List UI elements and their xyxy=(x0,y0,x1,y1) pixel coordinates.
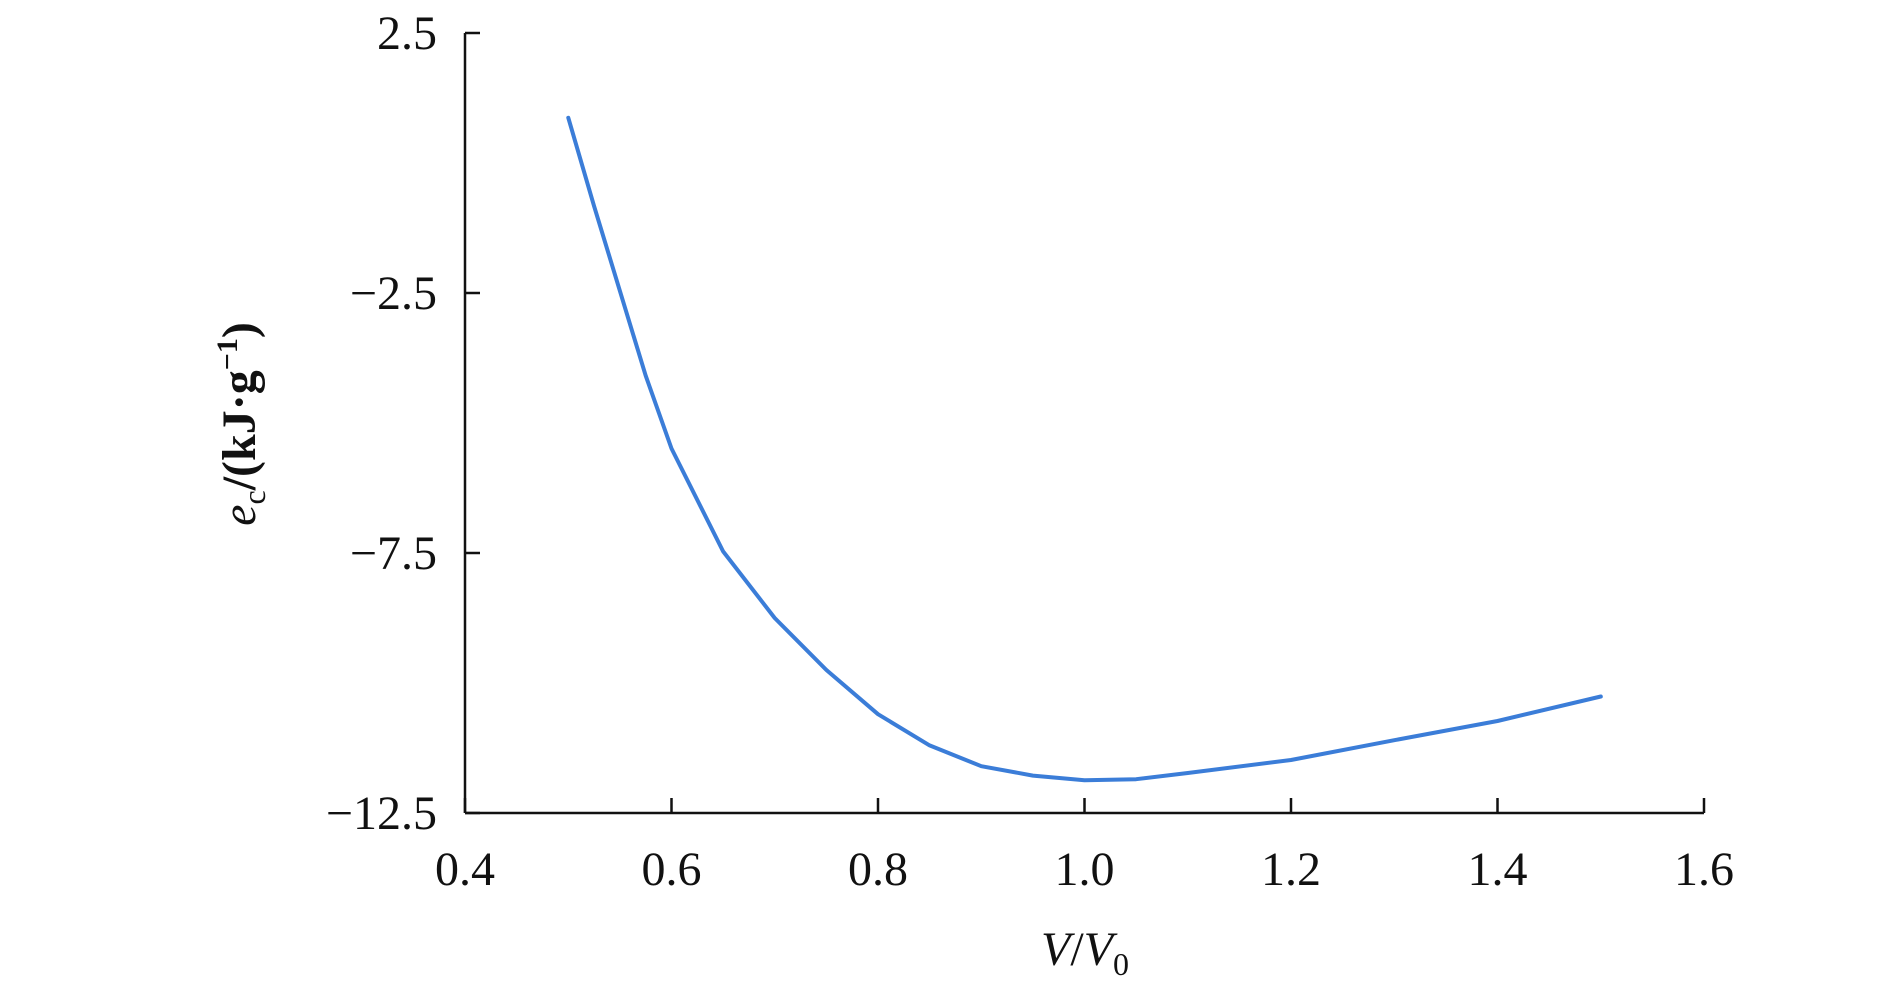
y-tick-label: −12.5 xyxy=(326,787,437,840)
x-tick-label: 0.6 xyxy=(642,843,702,896)
x-tick-label: 1.4 xyxy=(1468,843,1528,896)
x-tick-label: 0.8 xyxy=(848,843,908,896)
y-tick-label: −7.5 xyxy=(350,527,437,580)
y-tick-label: 2.5 xyxy=(377,7,437,60)
y-label-part: /(kJ·g xyxy=(213,370,266,491)
x-label-part: / xyxy=(1070,923,1084,976)
x-tick-label: 1.2 xyxy=(1261,843,1321,896)
y-label-part: ) xyxy=(213,322,266,338)
data-line xyxy=(566,115,1603,783)
y-label-part: e xyxy=(213,505,266,526)
x-tick-label: 1.0 xyxy=(1055,843,1115,896)
y-label-part: −1 xyxy=(211,338,244,370)
y-label-part: c xyxy=(236,490,272,504)
x-axis-label: V/V0 xyxy=(1041,923,1129,982)
y-axis-label: ec/(kJ·g−1) xyxy=(211,322,272,526)
x-tick-label: 1.6 xyxy=(1674,843,1734,896)
x-tick-label: 0.4 xyxy=(435,843,495,896)
y-tick-label: −2.5 xyxy=(350,267,437,320)
x-label-part: V xyxy=(1084,923,1118,976)
x-label-part: 0 xyxy=(1113,946,1129,982)
x-label-part: V xyxy=(1041,923,1075,976)
